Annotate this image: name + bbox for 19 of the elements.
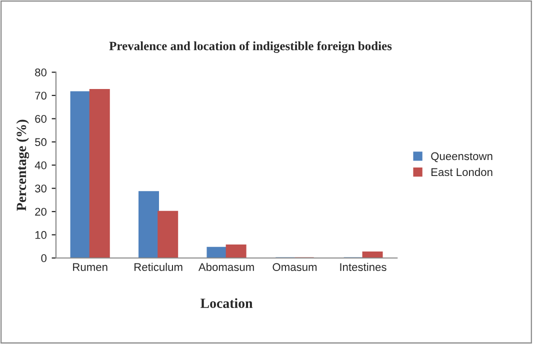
y-tick-label: 20: [35, 208, 47, 216]
y-tick-label: 50: [35, 138, 47, 146]
legend-label: East London: [431, 168, 492, 176]
y-tick-label: 60: [35, 114, 47, 123]
y-tick-label: 70: [35, 92, 47, 100]
y-tick-label: 40: [34, 161, 47, 170]
x-tick-label: Reticulum: [134, 262, 182, 272]
x-axis-title: Location: [200, 298, 253, 308]
legend-label: Queenstown: [431, 152, 492, 162]
x-tick-label: Rumen: [73, 263, 108, 272]
y-tick-label: 80: [35, 68, 47, 76]
x-tick-label: Omasum: [272, 263, 317, 272]
y-tick-label: 30: [35, 184, 47, 192]
x-tick-label: Intestines: [340, 262, 386, 272]
y-axis-title: Percentage (%): [16, 120, 30, 211]
chart-title: Prevalence and location of indigestible foreign bodies: [109, 41, 392, 53]
x-tick-label: Abomasum: [198, 262, 254, 272]
y-tick-label: 0: [41, 254, 47, 262]
y-tick-label: 10: [35, 231, 47, 239]
